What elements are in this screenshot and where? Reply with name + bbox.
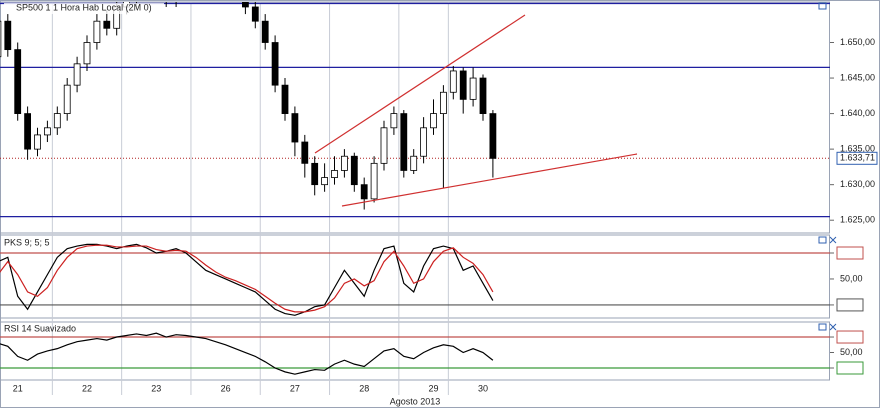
close-button[interactable] bbox=[829, 236, 837, 244]
candle-body bbox=[0, 20, 2, 58]
rsi-panel bbox=[0, 321, 830, 381]
y-tick-label: 50,00 bbox=[840, 273, 863, 283]
x-tick-label: 21 bbox=[13, 383, 23, 393]
candle-body bbox=[271, 42, 279, 86]
candle-body bbox=[261, 20, 269, 43]
trend-line bbox=[314, 14, 526, 154]
last-price-label: 1.633,71 bbox=[840, 153, 875, 163]
indicator-line bbox=[0, 332, 494, 375]
price-title: SP500 1 1 Hora Hab Local (2M 0) bbox=[16, 2, 152, 12]
candle-body bbox=[251, 6, 259, 22]
candle-body bbox=[63, 84, 71, 114]
x-tick-label: 28 bbox=[359, 383, 369, 393]
x-tick-label: 23 bbox=[151, 383, 161, 393]
maximize-button[interactable] bbox=[818, 323, 827, 331]
maximize-button[interactable] bbox=[818, 2, 827, 10]
x-tick-label: 27 bbox=[290, 383, 300, 393]
panel-marks bbox=[0, 2, 830, 218]
candle-body bbox=[439, 91, 447, 114]
y-tick-label: 1.650,00 bbox=[840, 37, 875, 47]
indicator-line bbox=[0, 244, 494, 313]
close-button[interactable] bbox=[829, 323, 837, 331]
panel-marks bbox=[0, 332, 830, 375]
candle-body bbox=[459, 70, 467, 100]
x-tick-label: 29 bbox=[428, 383, 438, 393]
candle-body bbox=[410, 155, 418, 171]
x-tick-label: 22 bbox=[82, 383, 92, 393]
y-tick-label: 1.645,00 bbox=[840, 72, 875, 82]
candle-body bbox=[14, 49, 22, 114]
x-tick-label: 26 bbox=[221, 383, 231, 393]
y-tick-label: 1.625,00 bbox=[840, 215, 875, 225]
candle-body bbox=[83, 42, 91, 65]
candle-body bbox=[420, 127, 428, 157]
panel-marks bbox=[0, 243, 830, 316]
candle-body bbox=[489, 113, 497, 159]
candle-body bbox=[4, 20, 12, 51]
indicator-line bbox=[0, 243, 494, 316]
level-box bbox=[836, 298, 864, 312]
candle-body bbox=[93, 20, 101, 43]
candle-body bbox=[301, 141, 309, 164]
pks-title: PKS 9; 5; 5 bbox=[4, 237, 50, 247]
maximize-button[interactable] bbox=[818, 236, 827, 244]
price-panel bbox=[0, 1, 830, 234]
candle-body bbox=[400, 113, 408, 171]
candle-body bbox=[479, 77, 487, 114]
candle-body bbox=[321, 177, 329, 186]
candle-body bbox=[430, 113, 437, 129]
candle-body bbox=[53, 113, 61, 129]
x-tick-label: 30 bbox=[478, 383, 488, 393]
candle-body bbox=[360, 184, 368, 200]
trend-lines bbox=[314, 14, 638, 207]
panel-buttons bbox=[818, 2, 837, 331]
candle-body bbox=[241, 2, 249, 8]
candle-body bbox=[350, 155, 358, 186]
x-axis-label: Agosto 2013 bbox=[390, 396, 441, 406]
candle-body bbox=[469, 77, 477, 100]
candle-body bbox=[340, 155, 348, 171]
header-bg bbox=[4, 3, 164, 14]
candle-body bbox=[390, 113, 398, 129]
rsi-title: RSI 14 Suavizado bbox=[4, 323, 76, 333]
y-tick-label: 1.635,00 bbox=[840, 144, 875, 154]
candle-body bbox=[24, 113, 32, 150]
candle-body bbox=[331, 170, 338, 178]
y-tick-label: 50,00 bbox=[840, 347, 863, 357]
candle-body bbox=[370, 162, 378, 200]
level-box bbox=[836, 246, 864, 260]
candle-body bbox=[103, 20, 111, 29]
candle-body bbox=[34, 134, 41, 150]
candle-body bbox=[281, 84, 289, 114]
pks-panel bbox=[0, 234, 830, 319]
candle-body bbox=[73, 63, 81, 86]
candle-body bbox=[291, 113, 299, 143]
candle-body bbox=[449, 70, 457, 93]
candle-body bbox=[311, 162, 319, 186]
candle-body bbox=[44, 127, 51, 136]
candle-body bbox=[380, 127, 388, 164]
level-box bbox=[836, 330, 864, 344]
y-tick-label: 1.640,00 bbox=[840, 108, 875, 118]
last-price-box bbox=[836, 151, 878, 165]
y-tick-label: 1.630,00 bbox=[840, 179, 875, 189]
trend-line bbox=[341, 153, 638, 207]
level-box bbox=[836, 361, 864, 375]
